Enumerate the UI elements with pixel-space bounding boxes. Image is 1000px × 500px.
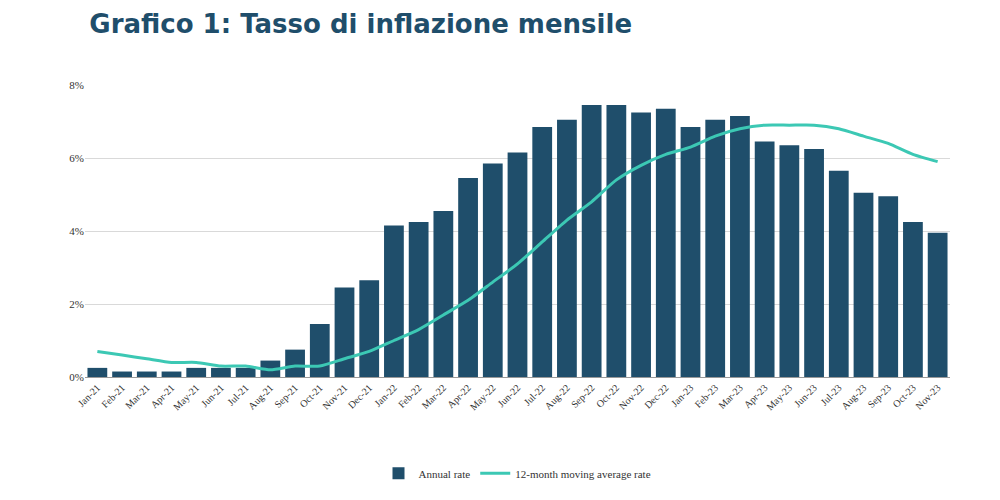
svg-text:Jun-22: Jun-22 bbox=[495, 382, 522, 409]
svg-text:2%: 2% bbox=[69, 298, 84, 310]
svg-text:Apr-22: Apr-22 bbox=[445, 382, 473, 410]
svg-text:Nov-22: Nov-22 bbox=[617, 382, 646, 411]
svg-text:May-21: May-21 bbox=[171, 382, 201, 412]
svg-text:Grafico 1: Tasso di inflazione: Grafico 1: Tasso di inflazione mensile bbox=[89, 9, 632, 39]
svg-text:Dec-21: Dec-21 bbox=[346, 382, 375, 411]
svg-text:Oct-23: Oct-23 bbox=[890, 382, 917, 409]
svg-text:Nov-23: Nov-23 bbox=[913, 382, 942, 411]
svg-text:Mar-22: Mar-22 bbox=[419, 382, 448, 411]
svg-text:May-22: May-22 bbox=[468, 382, 498, 412]
svg-text:Aug-21: Aug-21 bbox=[246, 382, 275, 411]
svg-text:12-month moving average rate: 12-month moving average rate bbox=[515, 468, 650, 480]
svg-text:Sep-23: Sep-23 bbox=[865, 382, 893, 410]
svg-text:Mar-23: Mar-23 bbox=[716, 382, 745, 411]
svg-text:Apr-21: Apr-21 bbox=[148, 382, 176, 410]
svg-text:Aug-23: Aug-23 bbox=[839, 382, 868, 411]
svg-text:6%: 6% bbox=[69, 152, 84, 164]
svg-text:Dec-22: Dec-22 bbox=[642, 382, 671, 411]
svg-text:Jul-23: Jul-23 bbox=[818, 382, 843, 407]
svg-text:8%: 8% bbox=[69, 79, 84, 91]
svg-text:Jan-21: Jan-21 bbox=[76, 382, 103, 409]
svg-text:Nov-21: Nov-21 bbox=[320, 382, 349, 411]
svg-text:Sep-21: Sep-21 bbox=[272, 382, 300, 410]
svg-text:Apr-23: Apr-23 bbox=[742, 382, 770, 410]
svg-text:Annual rate: Annual rate bbox=[419, 468, 471, 480]
svg-text:Jul-21: Jul-21 bbox=[225, 382, 250, 407]
svg-text:Aug-22: Aug-22 bbox=[542, 382, 571, 411]
svg-text:Feb-23: Feb-23 bbox=[692, 382, 720, 410]
svg-text:Jan-22: Jan-22 bbox=[372, 382, 399, 409]
svg-text:Mar-21: Mar-21 bbox=[123, 382, 152, 411]
svg-text:Jan-23: Jan-23 bbox=[669, 382, 696, 409]
svg-text:Oct-21: Oct-21 bbox=[297, 382, 324, 409]
svg-text:Feb-22: Feb-22 bbox=[396, 382, 424, 410]
svg-text:Feb-21: Feb-21 bbox=[99, 382, 127, 410]
svg-text:4%: 4% bbox=[69, 225, 84, 237]
svg-text:Oct-22: Oct-22 bbox=[594, 382, 621, 409]
svg-text:Jun-21: Jun-21 bbox=[199, 382, 226, 409]
svg-text:Sep-22: Sep-22 bbox=[569, 382, 597, 410]
svg-text:Jun-23: Jun-23 bbox=[792, 382, 819, 409]
svg-text:Jul-22: Jul-22 bbox=[522, 382, 547, 407]
svg-text:May-23: May-23 bbox=[764, 382, 794, 412]
svg-text:0%: 0% bbox=[69, 371, 84, 383]
